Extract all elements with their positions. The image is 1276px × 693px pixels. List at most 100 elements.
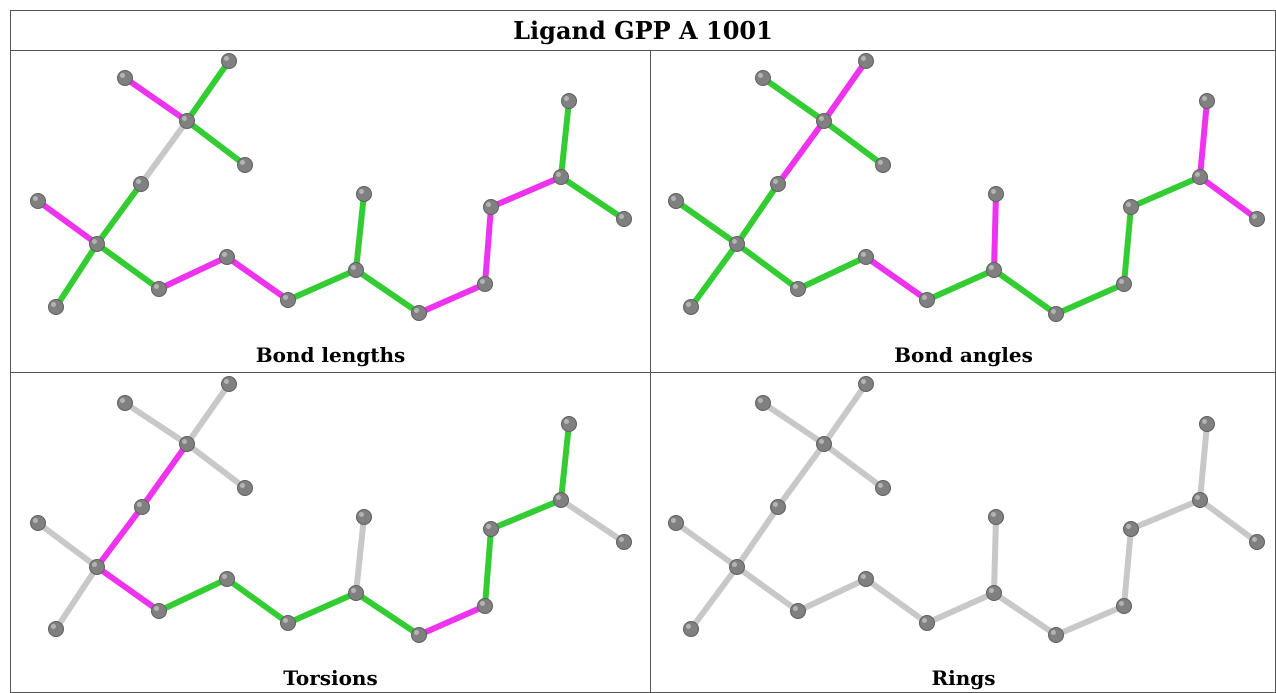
bond-8 xyxy=(795,254,869,292)
bond-7 xyxy=(734,564,801,614)
atom-12 xyxy=(988,509,1004,525)
atom-0 xyxy=(117,70,133,86)
bond-3 xyxy=(775,441,827,510)
atom-9 xyxy=(219,571,235,587)
atom-5 xyxy=(89,559,105,575)
atom-12 xyxy=(356,509,372,525)
atom-7 xyxy=(683,299,699,315)
bond-16 xyxy=(1197,421,1210,503)
ligand-title: Ligand GPP A 1001 xyxy=(513,15,773,45)
atom-4 xyxy=(134,499,150,515)
bond-4 xyxy=(734,504,781,570)
bond-12 xyxy=(353,590,422,638)
bond-7 xyxy=(734,241,801,292)
atom-1 xyxy=(858,376,874,392)
atom-10 xyxy=(280,615,296,631)
bond-8 xyxy=(156,576,230,614)
atom-11 xyxy=(986,585,1002,601)
atom-12 xyxy=(988,186,1004,202)
bond-15 xyxy=(488,174,564,210)
atom-14 xyxy=(1116,598,1132,614)
atom-6 xyxy=(30,515,46,531)
bond-9 xyxy=(863,254,930,303)
atom-15 xyxy=(1123,199,1139,215)
bond-9 xyxy=(224,254,291,303)
atom-18 xyxy=(1249,211,1265,227)
atom-14 xyxy=(477,276,493,292)
atom-4 xyxy=(770,499,786,515)
bond-11 xyxy=(353,514,367,596)
bond-16 xyxy=(1197,98,1210,180)
atom-4 xyxy=(133,176,149,192)
atom-3 xyxy=(875,157,891,173)
atom-16 xyxy=(1192,169,1208,185)
bond-5 xyxy=(35,198,100,247)
bond-0 xyxy=(760,400,827,447)
bond-3 xyxy=(138,118,190,187)
atom-7 xyxy=(48,621,64,637)
bond-11 xyxy=(991,514,999,596)
atom-5 xyxy=(729,236,745,252)
atom-17 xyxy=(1199,416,1215,432)
bond-14 xyxy=(482,204,494,287)
bond-5 xyxy=(35,520,100,570)
atom-2 xyxy=(816,436,832,452)
atom-1 xyxy=(221,376,237,392)
bond-11 xyxy=(991,191,999,273)
bond-13 xyxy=(1053,603,1127,638)
bond-12 xyxy=(991,590,1059,638)
atom-14 xyxy=(477,598,493,614)
molecule-rings xyxy=(668,376,1265,643)
bond-2 xyxy=(184,118,248,168)
atom-11 xyxy=(348,262,364,278)
bond-4 xyxy=(734,181,781,247)
bond-8 xyxy=(795,576,869,614)
atom-3 xyxy=(875,480,891,496)
bond-6 xyxy=(688,564,740,632)
bond-10 xyxy=(924,590,997,626)
bond-0 xyxy=(122,400,190,447)
atom-2 xyxy=(816,113,832,129)
atom-10 xyxy=(919,615,935,631)
atom-11 xyxy=(986,262,1002,278)
bond-4 xyxy=(94,504,145,570)
atom-13 xyxy=(1048,627,1064,643)
molecule-bond-angles xyxy=(668,53,1265,322)
bond-4 xyxy=(94,181,144,247)
bond-17 xyxy=(558,497,627,545)
atom-18 xyxy=(1249,534,1265,550)
bond-17 xyxy=(558,174,627,222)
bond-3 xyxy=(775,118,827,187)
bond-17 xyxy=(1197,497,1260,545)
bond-2 xyxy=(821,441,886,491)
atom-13 xyxy=(411,305,427,321)
atom-10 xyxy=(280,292,296,308)
atom-16 xyxy=(553,169,569,185)
panel-bond-angles: Bond angles xyxy=(651,51,1276,372)
bond-6 xyxy=(53,564,100,632)
bond-6 xyxy=(688,241,740,310)
atom-6 xyxy=(668,193,684,209)
caption-rings: Rings xyxy=(931,666,996,690)
atom-15 xyxy=(1123,521,1139,537)
bond-12 xyxy=(353,267,422,316)
atom-14 xyxy=(1116,276,1132,292)
bond-14 xyxy=(1121,204,1134,287)
atom-6 xyxy=(30,193,46,209)
bond-16 xyxy=(558,98,572,180)
atom-8 xyxy=(151,281,167,297)
atom-15 xyxy=(483,521,499,537)
bond-17 xyxy=(1197,174,1260,222)
bond-0 xyxy=(760,75,827,124)
bond-6 xyxy=(53,241,100,310)
caption-bond-lengths: Bond lengths xyxy=(255,343,406,367)
bond-2 xyxy=(821,118,886,168)
atom-13 xyxy=(1048,306,1064,322)
divider-under-title xyxy=(10,50,1276,51)
atom-8 xyxy=(790,603,806,619)
bond-1 xyxy=(184,381,232,447)
atom-17 xyxy=(1199,93,1215,109)
atom-3 xyxy=(237,157,253,173)
atom-1 xyxy=(221,53,237,69)
bond-10 xyxy=(924,267,997,303)
